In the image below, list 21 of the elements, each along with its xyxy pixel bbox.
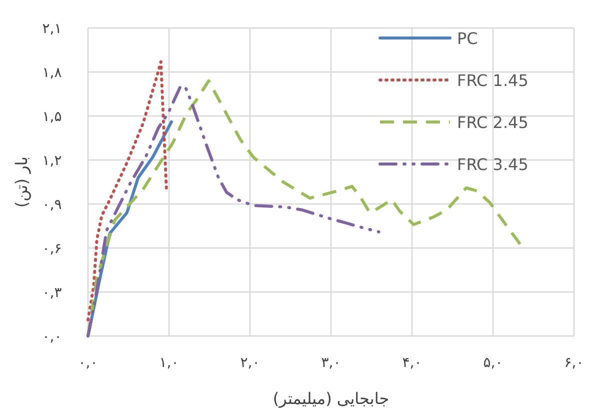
legend-label: FRC 1.45 xyxy=(457,71,528,90)
x-axis-title: جابجایی (میلیمتر) xyxy=(272,389,390,408)
y-tick-label: ۰,۳ xyxy=(42,285,62,301)
y-tick-label: ۱,۵ xyxy=(42,109,62,125)
y-tick-label: ۰,۰ xyxy=(42,329,62,345)
x-tick-label: ۴,۰ xyxy=(402,355,422,371)
x-tick-label: ۱,۰ xyxy=(159,355,179,371)
y-tick-label: ۲,۱ xyxy=(42,21,62,37)
legend-label: FRC 3.45 xyxy=(457,155,528,174)
y-tick-label: ۱,۲ xyxy=(42,153,62,169)
y-tick-label: ۰,۶ xyxy=(42,241,62,257)
x-tick-label: ۶,۰ xyxy=(564,355,584,371)
x-tick-label: ۵,۰ xyxy=(483,355,503,371)
x-tick-label: ۰,۰ xyxy=(78,355,98,371)
y-axis-title: بار (تن) xyxy=(12,156,31,208)
y-tick-label: ۱,۸ xyxy=(42,65,62,81)
y-tick-label: ۰,۹ xyxy=(42,197,62,213)
x-tick-label: ۲,۰ xyxy=(240,355,260,371)
legend-label: PC xyxy=(457,29,478,48)
x-tick-label: ۳,۰ xyxy=(321,355,341,371)
legend-label: FRC 2.45 xyxy=(457,113,528,132)
